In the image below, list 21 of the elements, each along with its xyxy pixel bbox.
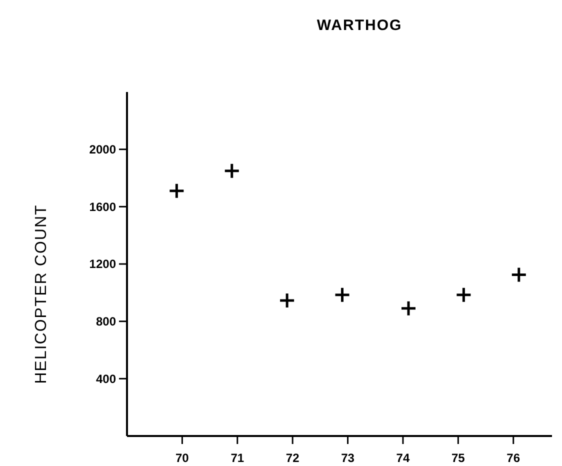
x-tick-label: 71: [230, 451, 244, 465]
x-tick-label: 75: [451, 451, 466, 465]
x-tick-label: 70: [176, 451, 190, 465]
point: [400, 300, 417, 317]
x-tick-label: 72: [286, 451, 300, 465]
y-tick-label: 1600: [89, 200, 116, 214]
point: [510, 266, 528, 283]
x-tick-label: 76: [506, 451, 520, 465]
y-tick-label: 2000: [89, 142, 116, 157]
point: [455, 286, 472, 304]
point: [168, 182, 185, 200]
chart-title: WARTHOG: [316, 17, 402, 34]
y-tick-label: 800: [96, 314, 116, 329]
point: [224, 162, 240, 180]
y-axis-title: HELICOPTER COUNT: [33, 204, 50, 384]
point: [334, 286, 351, 304]
x-tick-label: 73: [341, 451, 355, 465]
y-tick-label: 400: [96, 372, 116, 386]
point: [278, 292, 296, 309]
x-tick-label: 74: [396, 451, 410, 465]
y-tick-label: 1200: [89, 257, 116, 272]
